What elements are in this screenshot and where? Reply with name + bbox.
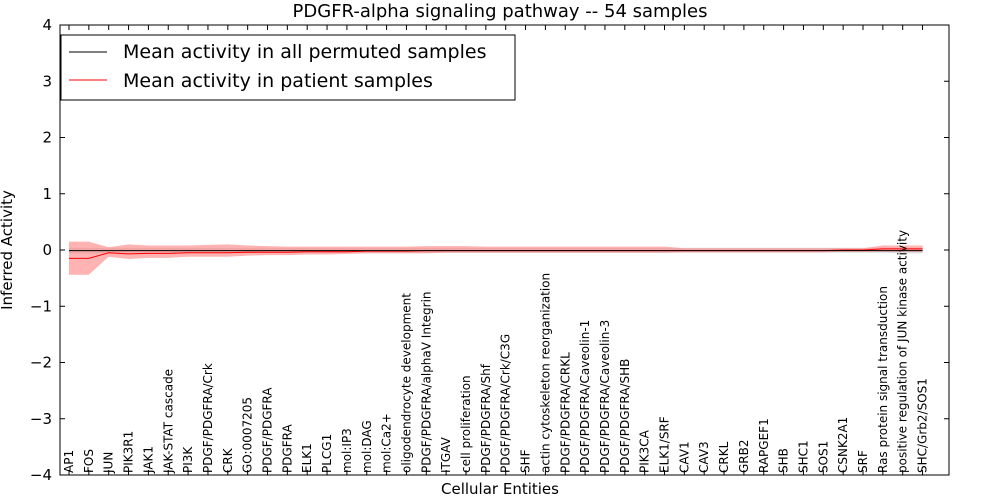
y-tick-label: 2 (42, 129, 52, 147)
x-tick-label: FOS (82, 449, 96, 473)
legend: Mean activity in all permuted samples Me… (60, 34, 516, 101)
x-tick-label: mol:Ca2+ (380, 413, 394, 473)
legend-entry-permuted: Mean activity in all permuted samples (123, 41, 486, 63)
x-tick-label: GO:0007205 (241, 397, 255, 473)
x-tick-label: PDGF/PDGFRA/SHB (618, 359, 632, 473)
x-tick-label: JAK1 (141, 446, 155, 474)
x-tick-label: GRB2 (737, 439, 751, 473)
x-tick-label: PDGF/PDGFRA (261, 387, 275, 473)
legend-entry-patient: Mean activity in patient samples (123, 70, 433, 92)
y-tick-label: 3 (42, 72, 52, 90)
y-tick-label: −4 (30, 466, 52, 484)
x-tick-label: SHC/Grb2/SOS1 (916, 378, 930, 473)
x-tick-label: CSNK2A1 (836, 417, 850, 473)
x-tick-label: PI3K (181, 446, 195, 473)
x-tick-label: PDGF/PDGFRA/Shf (479, 363, 493, 473)
x-tick-label: ELK1 (300, 443, 314, 473)
x-tick-label: SRF (856, 450, 870, 473)
x-tick-label: PIK3CA (638, 429, 652, 473)
legend-frame (60, 34, 516, 101)
x-tick-label: Ras protein signal transduction (876, 286, 890, 473)
x-tick-label: JAK-STAT cascade (161, 369, 175, 474)
x-tick-label: oligodendrocyte development (400, 293, 414, 473)
x-tick-label: mol:IP3 (340, 428, 354, 473)
x-axis-label: Cellular Entities (441, 480, 559, 498)
x-tick-label: PDGF/PDGFRA/CRKL (558, 352, 572, 473)
band-series-1 (69, 241, 923, 275)
x-tick-label: CRK (221, 447, 235, 473)
x-tick-label: positive regulation of JUN kinase activi… (896, 230, 910, 473)
y-axis: 4 3 2 1 0 −1 −2 −3 −4 (30, 16, 949, 484)
x-tick-label: PIK3R1 (122, 431, 136, 473)
y-tick-label: −2 (30, 354, 52, 372)
x-axis: AP1 FOS JUN PIK3R1 JAK1 JAK-STAT cascade PI3K P… (62, 25, 930, 475)
x-tick-label: SHC1 (797, 440, 811, 473)
x-tick-label: mol:DAG (360, 420, 374, 473)
x-tick-label: ITGAV (439, 436, 453, 473)
x-tick-label: CAV3 (697, 441, 711, 473)
x-tick-label: CRKL (717, 441, 731, 473)
y-tick-label: 1 (42, 185, 52, 203)
x-tick-label: AP1 (62, 450, 76, 473)
x-tick-label: cell proliferation (459, 375, 473, 473)
y-axis-label: Inferred Activity (0, 190, 16, 310)
x-tick-label: PDGF/PDGFRA/Caveolin-3 (598, 320, 612, 473)
x-tick-label: PDGF/PDGFRA/Caveolin-1 (578, 320, 592, 473)
y-tick-label: 0 (42, 241, 52, 259)
x-tick-label: SHF (519, 449, 533, 473)
x-tick-label: SHB (777, 448, 791, 473)
y-tick-label: −1 (30, 297, 52, 315)
x-tick-label: JUN (102, 452, 116, 474)
x-tick-label: ELK1/SRF (658, 416, 672, 473)
chart-title: PDGFR-alpha signaling pathway -- 54 samp… (293, 1, 708, 22)
x-tick-label: SOS1 (816, 441, 830, 473)
x-tick-label: PDGFRA (280, 423, 294, 473)
y-tick-label: −3 (30, 410, 52, 428)
x-tick-label: PDGF/PDGFRA/Crk (201, 363, 215, 473)
x-tick-label: RAPGEF1 (757, 418, 771, 473)
y-tick-label: 4 (42, 16, 52, 34)
x-tick-label: PDGF/PDGFRA/Crk/C3G (499, 334, 513, 473)
x-tick-label: CAV1 (677, 441, 691, 473)
x-tick-label: PDGF/PDGFRA/alphaV Integrin (419, 291, 433, 473)
x-tick-label: actin cytoskeleton reorganization (538, 273, 552, 473)
x-tick-label: PLCG1 (320, 434, 334, 473)
series-lines (69, 248, 923, 259)
